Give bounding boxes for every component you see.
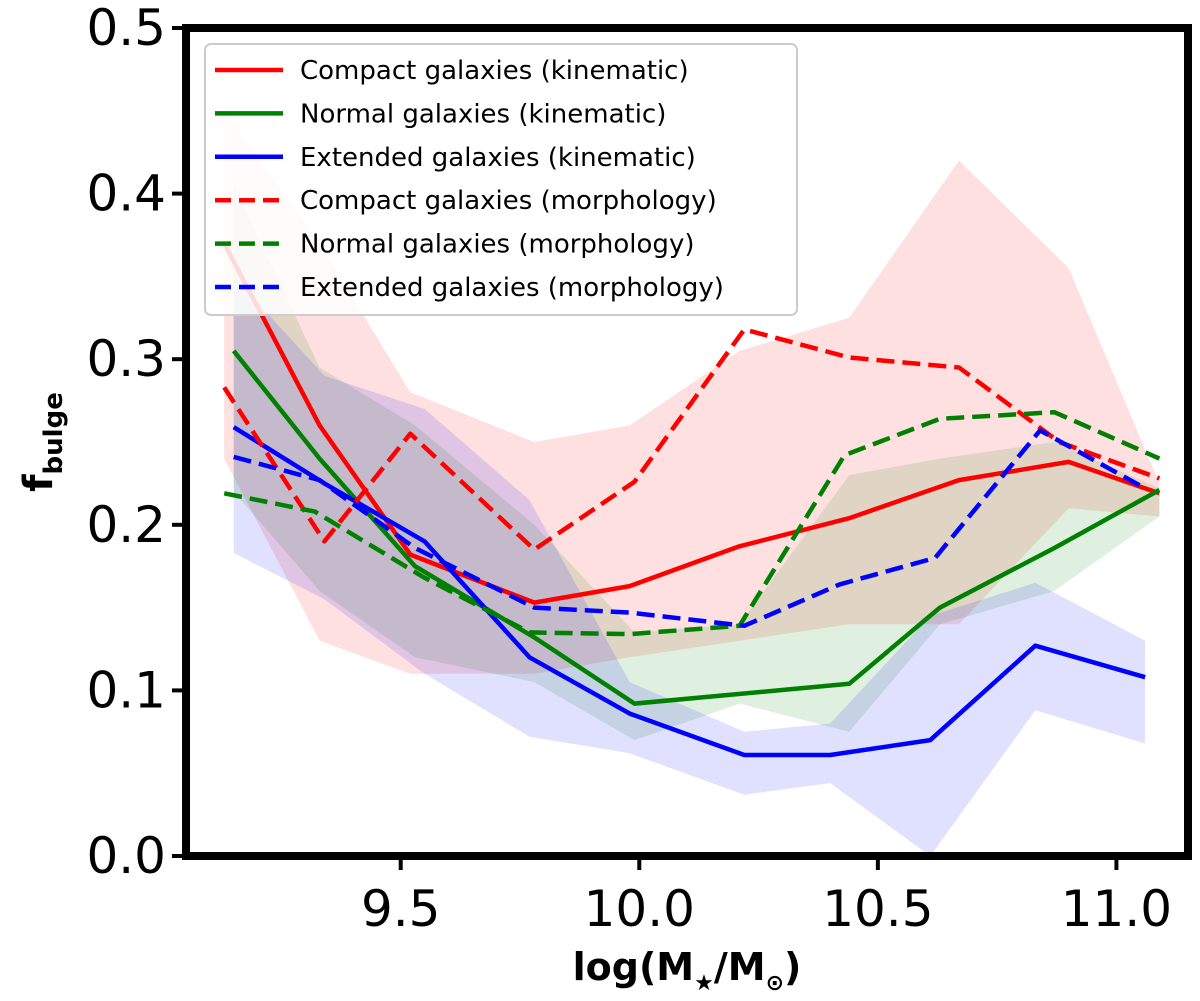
y-tick-label-1: 0.1 xyxy=(86,661,166,719)
y-tick-label-5: 0.5 xyxy=(86,0,166,57)
legend-label-5: Extended galaxies (morphology) xyxy=(300,273,724,303)
legend: Compact galaxies (kinematic) Normal galax… xyxy=(204,43,798,316)
x-axis-ticks: 9.5 10.0 10.5 11.0 xyxy=(361,856,1172,938)
x-tick-label-3: 11.0 xyxy=(1061,880,1172,938)
legend-box xyxy=(204,43,798,316)
band-2 xyxy=(233,276,1146,856)
band-0 xyxy=(224,110,1160,674)
y-axis-ticks: 0.0 0.1 0.2 0.3 0.4 0.5 xyxy=(86,0,186,885)
y-axis-label: fbulge xyxy=(16,392,69,492)
series-lines xyxy=(222,242,1161,758)
series-line-1 xyxy=(231,349,1161,706)
x-tick-label-2: 10.5 xyxy=(822,880,933,938)
legend-label-2: Extended galaxies (kinematic) xyxy=(300,143,696,173)
legend-label-4: Normal galaxies (morphology) xyxy=(300,230,694,260)
series-line-5 xyxy=(233,428,1147,629)
y-tick-label-2: 0.2 xyxy=(86,496,166,554)
legend-label-3: Compact galaxies (morphology) xyxy=(300,186,717,216)
legend-label-1: Normal galaxies (kinematic) xyxy=(300,99,666,129)
x-tick-label-0: 9.5 xyxy=(361,880,441,938)
series-line-2 xyxy=(232,425,1146,758)
y-tick-label-3: 0.3 xyxy=(86,330,166,388)
x-axis-label: log(M★/M⊙) xyxy=(573,945,802,996)
series-line-4 xyxy=(223,409,1161,637)
axes-frame xyxy=(182,24,1192,860)
y-tick-label-0: 0.0 xyxy=(86,827,166,885)
y-tick-label-4: 0.4 xyxy=(86,165,166,223)
series-line-3 xyxy=(222,327,1161,552)
legend-label-0: Compact galaxies (kinematic) xyxy=(300,56,689,86)
x-tick-label-1: 10.0 xyxy=(584,880,695,938)
